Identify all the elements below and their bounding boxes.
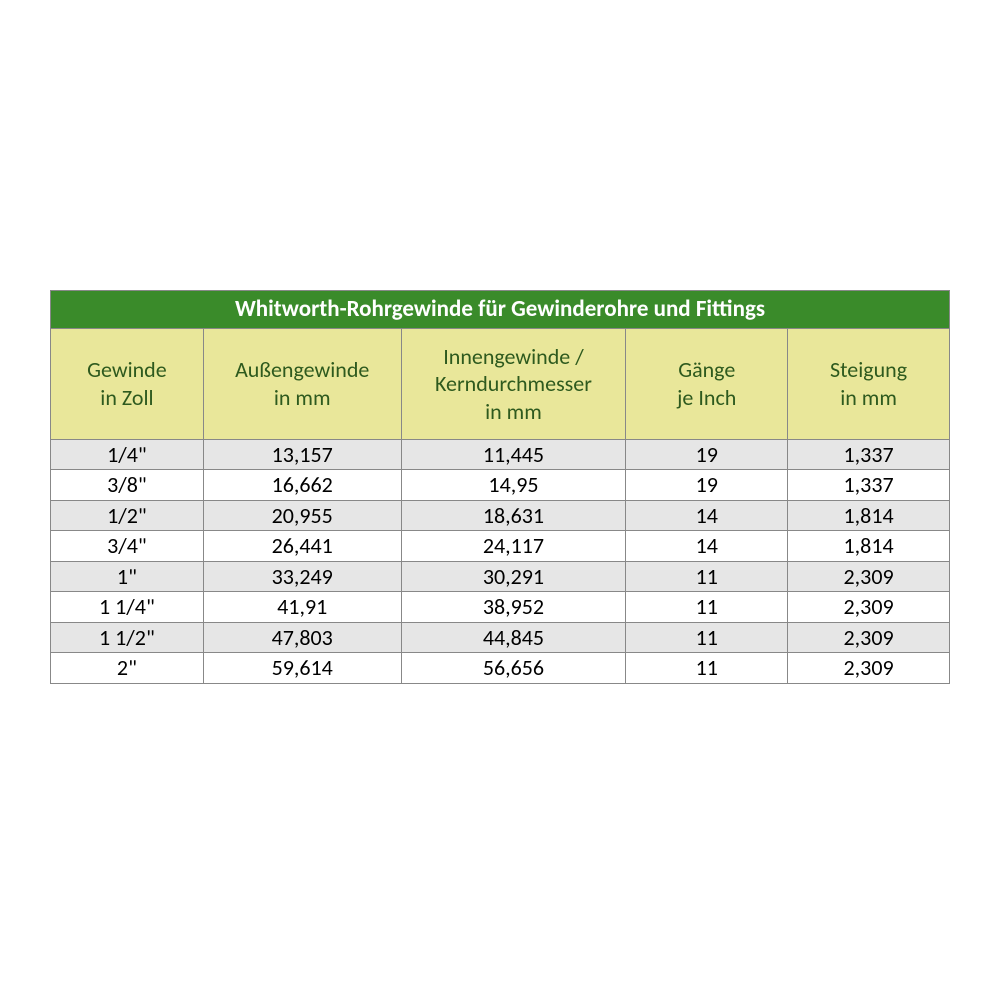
cell: 13,157 [203, 439, 401, 470]
table-title-row: Whitworth-Rohrgewinde für Gewinderohre u… [51, 291, 950, 329]
col-header-text: Gänge [678, 356, 735, 383]
cell: 30,291 [401, 561, 626, 592]
col-header-text: Gewinde [87, 356, 167, 383]
col-header-text: je Inch [677, 384, 736, 411]
cell: 1 1/2" [51, 622, 204, 653]
col-header-aussen: Außengewinde in mm [203, 328, 401, 439]
cell: 11 [626, 561, 788, 592]
table-row: 3/8" 16,662 14,95 19 1,337 [51, 470, 950, 501]
col-header-gewinde: Gewinde in Zoll [51, 328, 204, 439]
cell: 2,309 [788, 653, 950, 684]
cell: 44,845 [401, 622, 626, 653]
table-row: 1/4" 13,157 11,445 19 1,337 [51, 439, 950, 470]
table-row: 1 1/4" 41,91 38,952 11 2,309 [51, 592, 950, 623]
cell: 1,814 [788, 500, 950, 531]
cell: 1/4" [51, 439, 204, 470]
col-header-text: in mm [840, 384, 897, 411]
cell: 19 [626, 470, 788, 501]
cell: 3/4" [51, 531, 204, 562]
col-header-gaenge: Gänge je Inch [626, 328, 788, 439]
cell: 1 1/4" [51, 592, 204, 623]
cell: 14 [626, 531, 788, 562]
col-header-text: Kerndurchmesser [435, 370, 592, 397]
cell: 1" [51, 561, 204, 592]
table-row: 1/2" 20,955 18,631 14 1,814 [51, 500, 950, 531]
cell: 41,91 [203, 592, 401, 623]
col-header-text: in Zoll [100, 384, 153, 411]
cell: 24,117 [401, 531, 626, 562]
cell: 11,445 [401, 439, 626, 470]
cell: 47,803 [203, 622, 401, 653]
cell: 3/8" [51, 470, 204, 501]
cell: 2,309 [788, 561, 950, 592]
cell: 2,309 [788, 592, 950, 623]
cell: 18,631 [401, 500, 626, 531]
cell: 33,249 [203, 561, 401, 592]
cell: 1/2" [51, 500, 204, 531]
col-header-text: Außengewinde [235, 356, 369, 383]
cell: 1,337 [788, 439, 950, 470]
table-title: Whitworth-Rohrgewinde für Gewinderohre u… [51, 291, 950, 329]
table-container: Whitworth-Rohrgewinde für Gewinderohre u… [50, 290, 950, 684]
cell: 38,952 [401, 592, 626, 623]
col-header-innen: Innengewinde / Kerndurchmesser in mm [401, 328, 626, 439]
cell: 56,656 [401, 653, 626, 684]
table-row: 1 1/2" 47,803 44,845 11 2,309 [51, 622, 950, 653]
cell: 19 [626, 439, 788, 470]
cell: 1,814 [788, 531, 950, 562]
cell: 59,614 [203, 653, 401, 684]
table-row: 1" 33,249 30,291 11 2,309 [51, 561, 950, 592]
cell: 14 [626, 500, 788, 531]
cell: 2,309 [788, 622, 950, 653]
cell: 26,441 [203, 531, 401, 562]
cell: 11 [626, 653, 788, 684]
cell: 14,95 [401, 470, 626, 501]
cell: 1,337 [788, 470, 950, 501]
col-header-text: Innengewinde / [443, 343, 584, 370]
cell: 11 [626, 622, 788, 653]
table-row: 2" 59,614 56,656 11 2,309 [51, 653, 950, 684]
cell: 16,662 [203, 470, 401, 501]
col-header-text: in mm [274, 384, 331, 411]
cell: 2" [51, 653, 204, 684]
whitworth-table: Whitworth-Rohrgewinde für Gewinderohre u… [50, 290, 950, 684]
cell: 11 [626, 592, 788, 623]
col-header-text: Steigung [830, 356, 907, 383]
col-header-steigung: Steigung in mm [788, 328, 950, 439]
table-row: 3/4" 26,441 24,117 14 1,814 [51, 531, 950, 562]
col-header-text: in mm [485, 398, 542, 425]
table-body: 1/4" 13,157 11,445 19 1,337 3/8" 16,662 … [51, 439, 950, 683]
cell: 20,955 [203, 500, 401, 531]
table-header-row: Gewinde in Zoll Außengewinde in mm Innen… [51, 328, 950, 439]
